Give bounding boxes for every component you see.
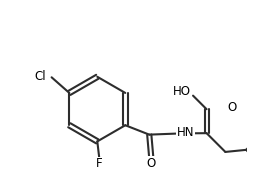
Text: HN: HN — [177, 126, 195, 139]
Text: O: O — [227, 101, 237, 114]
Text: F: F — [96, 157, 103, 170]
Text: HO: HO — [173, 85, 191, 98]
Text: Cl: Cl — [35, 70, 46, 83]
Text: O: O — [147, 157, 156, 170]
